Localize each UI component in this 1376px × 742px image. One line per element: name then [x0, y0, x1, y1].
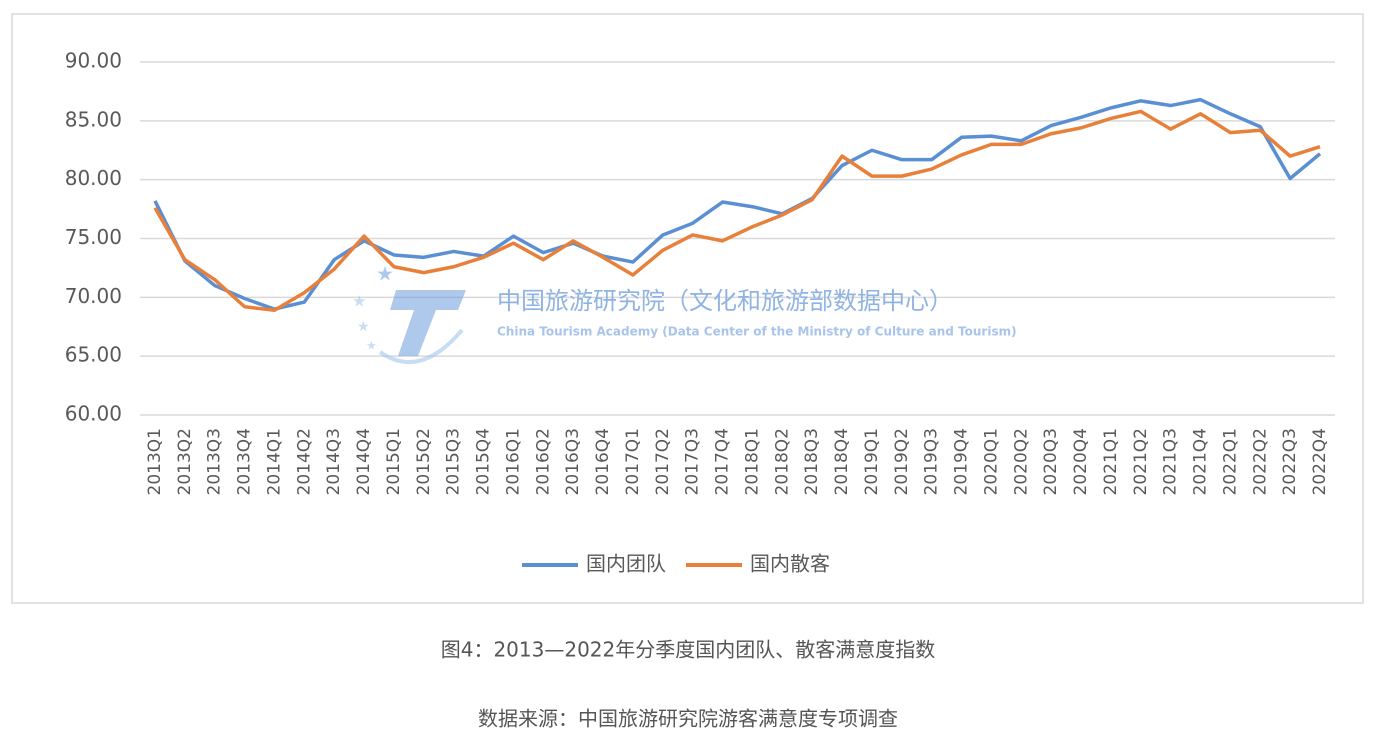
caption: 图4：2013—2022年分季度国内团队、散客满意度指数: [441, 638, 936, 662]
series-line: [153, 109, 1321, 313]
logo-star: ★: [357, 319, 370, 335]
x-tick-label: 2013Q3: [205, 428, 225, 495]
x-tick-label: 2022Q1: [1220, 428, 1240, 495]
x-tick-label: 2014Q3: [324, 428, 344, 495]
x-tick-label: 2014Q1: [264, 428, 284, 495]
x-tick-label: 2022Q2: [1250, 428, 1270, 495]
x-tick-label: 2021Q3: [1161, 428, 1181, 495]
x-tick-label: 2021Q4: [1191, 428, 1211, 495]
x-tick-label: 2017Q1: [623, 428, 643, 495]
watermark-subtitle: China Tourism Academy (Data Center of th…: [497, 325, 1017, 339]
x-tick-label: 2014Q2: [294, 428, 314, 495]
x-tick-label: 2015Q1: [384, 428, 404, 495]
x-tick-label: 2017Q3: [683, 428, 703, 495]
y-tick-label: 85.00: [65, 107, 122, 131]
logo-t: [390, 290, 466, 356]
x-tick-label: 2020Q2: [1011, 428, 1031, 495]
x-tick-label: 2019Q1: [862, 428, 882, 495]
x-tick-label: 2017Q2: [653, 428, 673, 495]
legend-label: 国内团队: [586, 552, 666, 576]
y-tick-label: 90.00: [65, 49, 122, 73]
x-tick-label: 2016Q1: [503, 428, 523, 495]
x-tick-label: 2018Q4: [832, 428, 852, 495]
logo-star: ★: [366, 339, 377, 353]
y-tick-label: 70.00: [65, 284, 122, 308]
x-tick-label: 2022Q4: [1310, 428, 1330, 495]
watermark-title: 中国旅游研究院（文化和旅游部数据中心）: [497, 287, 953, 315]
x-tick-label: 2019Q3: [922, 428, 942, 495]
x-tick-label: 2013Q2: [175, 428, 195, 495]
x-tick-label: 2018Q1: [742, 428, 762, 495]
x-tick-label: 2019Q4: [952, 428, 972, 495]
logo-star: ★: [376, 262, 394, 286]
x-tick-label: 2017Q4: [713, 428, 733, 495]
logo-star: ★: [352, 292, 366, 311]
x-tick-label: 2016Q4: [593, 428, 613, 495]
x-tick-label: 2020Q1: [981, 428, 1001, 495]
x-tick-label: 2016Q3: [563, 428, 583, 495]
x-tick-label: 2018Q3: [802, 428, 822, 495]
x-tick-label: 2019Q2: [892, 428, 912, 495]
source-note: 数据来源：中国旅游研究院游客满意度专项调查: [478, 707, 898, 731]
y-tick-label: 80.00: [65, 166, 122, 190]
x-tick-label: 2021Q1: [1101, 428, 1121, 495]
y-tick-label: 65.00: [65, 343, 122, 367]
x-tick-label: 2015Q2: [414, 428, 434, 495]
legend-label: 国内散客: [750, 552, 830, 576]
x-tick-label: 2015Q3: [444, 428, 464, 495]
x-tick-label: 2014Q4: [354, 428, 374, 495]
x-tick-label: 2020Q4: [1071, 428, 1091, 495]
x-tick-label: 2016Q2: [533, 428, 553, 495]
watermark-logo: ★ ★ ★ ★: [352, 262, 466, 365]
x-tick-label: 2020Q3: [1041, 428, 1061, 495]
x-tick-label: 2022Q3: [1280, 428, 1300, 495]
x-tick-label: 2018Q2: [772, 428, 792, 495]
logo-arc: [378, 328, 464, 365]
x-tick-label: 2021Q2: [1131, 428, 1151, 495]
y-tick-label: 75.00: [65, 225, 122, 249]
y-tick-label: 60.00: [65, 402, 122, 426]
x-tick-label: 2013Q4: [235, 428, 255, 495]
x-tick-label: 2013Q1: [145, 428, 165, 495]
x-tick-label: 2015Q4: [474, 428, 494, 495]
